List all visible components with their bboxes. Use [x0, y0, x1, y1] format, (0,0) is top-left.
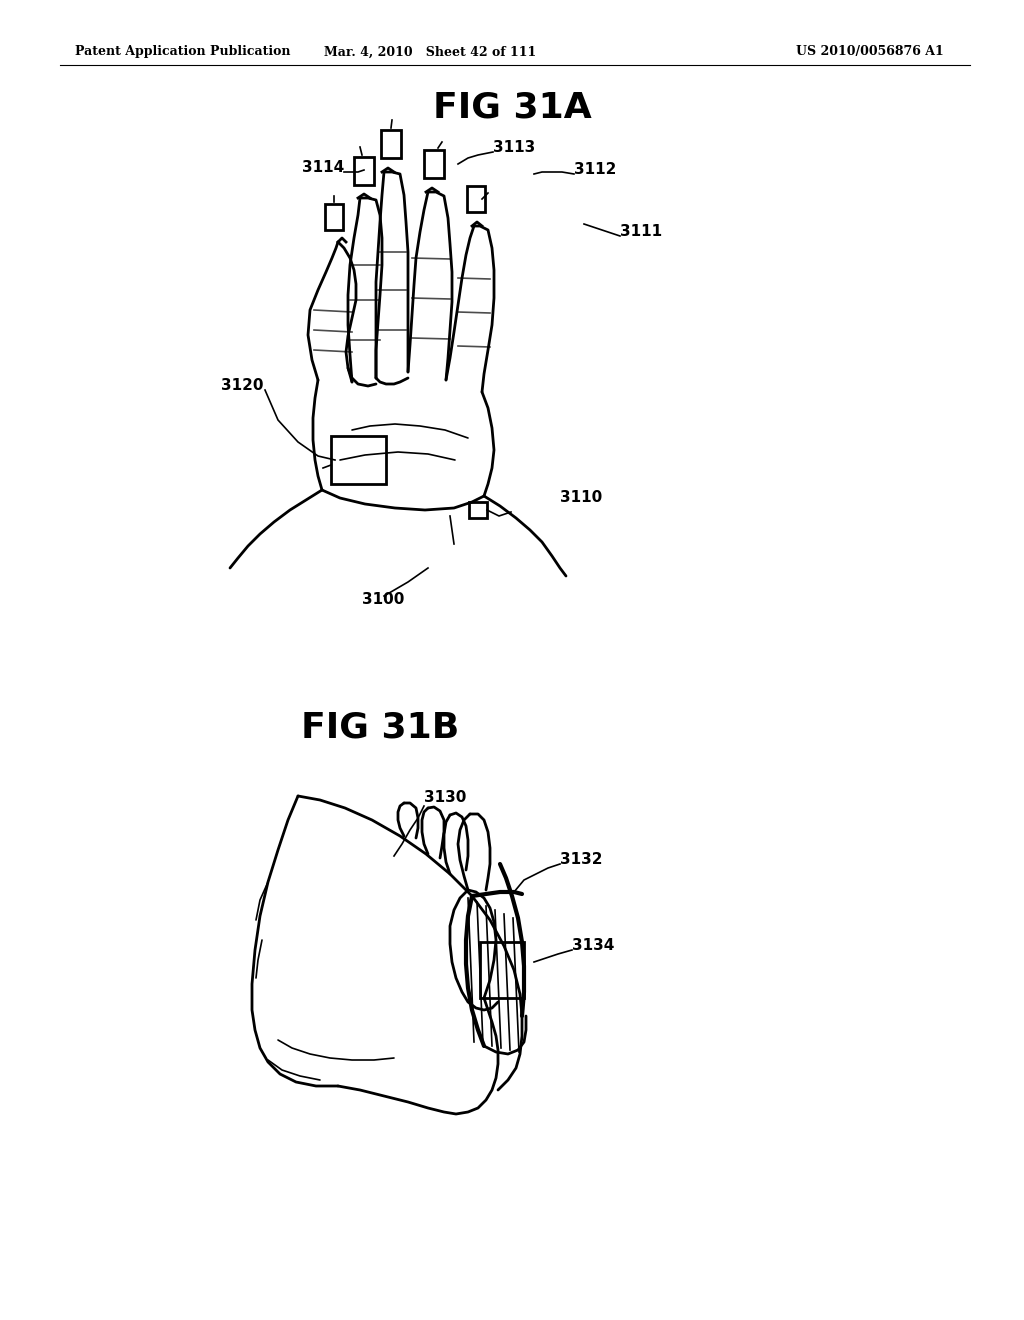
- Text: US 2010/0056876 A1: US 2010/0056876 A1: [796, 45, 944, 58]
- Text: 3120: 3120: [221, 379, 264, 393]
- Bar: [354, 157, 374, 185]
- Text: 3114: 3114: [302, 161, 344, 176]
- Bar: [331, 436, 386, 484]
- Text: Patent Application Publication: Patent Application Publication: [75, 45, 291, 58]
- Bar: [325, 205, 343, 230]
- Text: Mar. 4, 2010   Sheet 42 of 111: Mar. 4, 2010 Sheet 42 of 111: [324, 45, 537, 58]
- Text: 3110: 3110: [560, 491, 602, 506]
- Bar: [469, 502, 487, 517]
- Bar: [480, 942, 524, 998]
- Bar: [381, 129, 401, 158]
- Text: 3111: 3111: [620, 224, 663, 239]
- Text: 3130: 3130: [424, 791, 466, 805]
- Bar: [467, 186, 485, 213]
- Text: 3113: 3113: [493, 140, 536, 156]
- Text: 3134: 3134: [572, 939, 614, 953]
- Text: 3112: 3112: [574, 162, 616, 177]
- Text: 3100: 3100: [362, 593, 404, 607]
- Text: FIG 31B: FIG 31B: [301, 711, 459, 744]
- Bar: [424, 150, 444, 178]
- Text: FIG 31A: FIG 31A: [432, 91, 592, 125]
- Text: 3132: 3132: [560, 853, 602, 867]
